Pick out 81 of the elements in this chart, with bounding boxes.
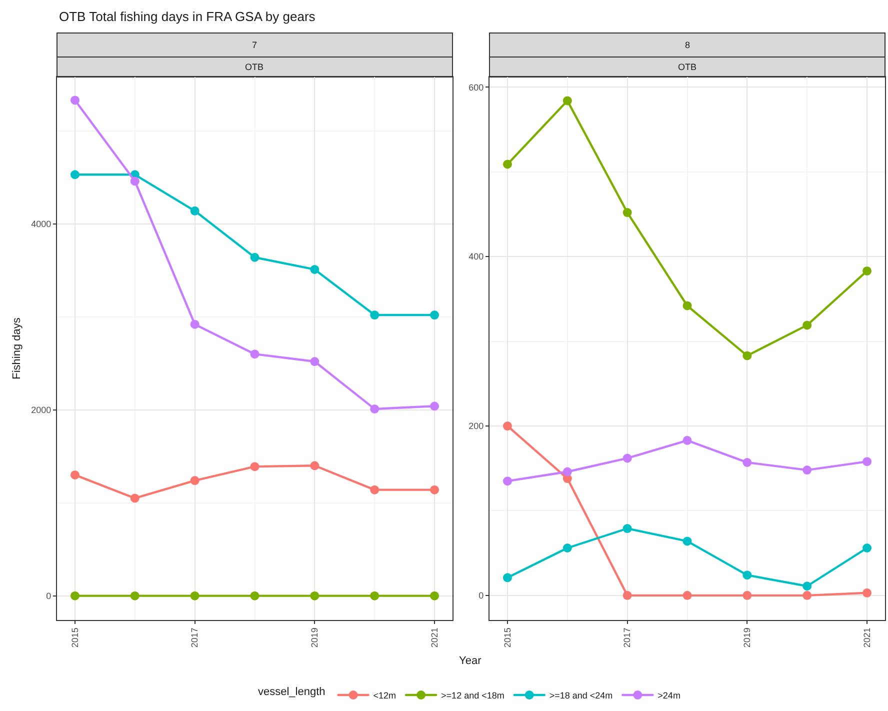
- point: [802, 320, 812, 330]
- point: [862, 588, 872, 598]
- x-tick-label: 2021: [429, 628, 440, 648]
- point: [562, 96, 572, 106]
- point: [70, 96, 80, 105]
- point: [310, 357, 320, 366]
- legend-label: >=12 and <18m: [441, 690, 504, 701]
- point: [682, 436, 692, 445]
- point: [862, 544, 872, 552]
- text: OTB Total fishing days in FRA GSA by gears: [59, 9, 316, 24]
- legend-label: >=18 and <24m: [549, 690, 613, 701]
- point: [682, 590, 692, 600]
- point: [70, 470, 80, 480]
- y-tick-label: 2000: [31, 405, 52, 416]
- point: [250, 591, 260, 600]
- point: [250, 462, 260, 472]
- point: [502, 160, 512, 169]
- point: [622, 524, 632, 534]
- point: [562, 467, 572, 476]
- x-tick-label: 2021: [862, 628, 872, 648]
- point: [370, 591, 380, 600]
- point: [742, 590, 752, 600]
- point: [802, 582, 812, 591]
- point: [130, 591, 140, 600]
- point: [682, 536, 692, 546]
- point: [502, 573, 512, 582]
- point: [430, 591, 440, 600]
- x-tick-label: 2015: [502, 628, 512, 648]
- point: [370, 485, 380, 494]
- point: [250, 350, 260, 359]
- x-tick-label: 2015: [70, 628, 80, 648]
- point: [742, 351, 752, 360]
- point: [430, 310, 440, 320]
- point: [502, 476, 512, 486]
- point: [862, 457, 872, 466]
- y-tick-label: 400: [468, 252, 484, 262]
- legend-label: <12m: [373, 690, 396, 701]
- point: [682, 301, 692, 310]
- point: [310, 264, 320, 274]
- point: [802, 466, 812, 475]
- point: [190, 320, 200, 329]
- y-tick-label: 600: [468, 82, 484, 92]
- point: [370, 404, 380, 414]
- point: [562, 544, 572, 552]
- point: [130, 494, 140, 503]
- point: [430, 485, 440, 494]
- y-tick-label: 4000: [31, 219, 52, 230]
- x-tick-label: 2019: [310, 628, 320, 648]
- point: [742, 458, 752, 467]
- point: [430, 402, 440, 411]
- x-axis-title: Year: [459, 655, 482, 667]
- point: [310, 461, 320, 470]
- point: [190, 476, 200, 486]
- point: [370, 310, 380, 320]
- y-tick-label: 0: [46, 590, 52, 601]
- point: [622, 590, 632, 600]
- x-tick-label: 2017: [190, 628, 200, 648]
- chart-subtitle: OTB: [678, 62, 697, 72]
- chart-subtitle: OTB: [245, 62, 264, 72]
- point: [70, 170, 80, 180]
- chart-title: 7: [252, 40, 258, 50]
- point: [130, 176, 140, 186]
- point: [622, 454, 632, 463]
- x-tick-label: 2017: [622, 628, 632, 648]
- point: [622, 208, 632, 218]
- point: [862, 266, 872, 276]
- point: [190, 206, 200, 216]
- point: [742, 570, 752, 580]
- x-tick-label: 2019: [742, 628, 752, 648]
- chart-title: 8: [685, 40, 690, 50]
- y-tick-label: 200: [468, 421, 484, 432]
- point: [250, 252, 260, 262]
- y-axis-title: Fishing days: [10, 317, 23, 380]
- point: [70, 591, 80, 600]
- y-tick-label: 0: [478, 590, 484, 601]
- point: [802, 590, 812, 600]
- point: [502, 422, 512, 431]
- legend-label: >24m: [658, 690, 680, 701]
- point: [310, 591, 320, 600]
- legend-title: vessel_length: [258, 686, 326, 698]
- point: [190, 591, 200, 600]
